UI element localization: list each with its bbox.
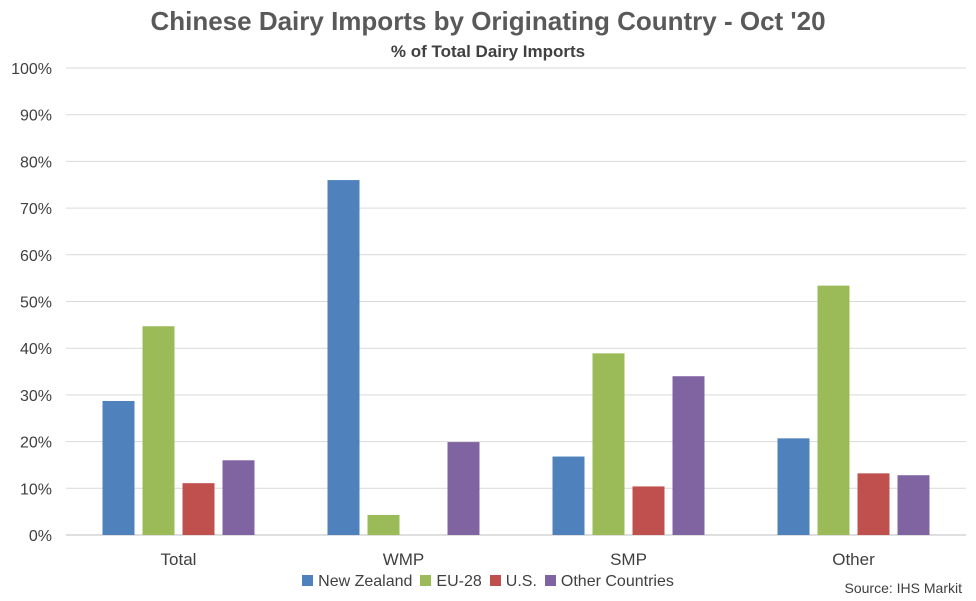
bar	[367, 514, 400, 535]
bar	[182, 483, 215, 535]
x-tick-label: Total	[161, 550, 197, 569]
x-tick-label: Other	[832, 550, 875, 569]
legend-item: Other Countries	[544, 573, 674, 591]
bar	[142, 326, 175, 535]
y-tick-label: 0%	[29, 528, 52, 545]
y-tick-label: 30%	[20, 388, 52, 405]
legend-swatch	[489, 575, 501, 586]
y-tick-label: 100%	[11, 61, 52, 78]
y-tick-label: 90%	[20, 108, 52, 125]
bars	[102, 180, 930, 535]
x-axis: Total WMP SMP Other	[161, 550, 876, 569]
bar	[777, 438, 810, 535]
legend-label: EU-28	[436, 573, 482, 590]
x-tick-label: SMP	[610, 550, 647, 569]
y-tick-label: 10%	[20, 481, 52, 498]
source-note: Source: IHS Markit	[844, 580, 962, 596]
y-tick-label: 70%	[20, 201, 52, 218]
bar	[592, 353, 625, 535]
bar	[672, 376, 705, 535]
legend-label: U.S.	[505, 573, 537, 590]
bar	[897, 475, 930, 535]
legend-label: New Zealand	[318, 573, 413, 590]
gridlines	[66, 67, 966, 536]
bar	[632, 486, 665, 535]
bar	[447, 442, 480, 535]
y-tick-label: 80%	[20, 154, 52, 171]
legend-item: EU-28	[420, 573, 482, 591]
chart-subtitle: % of Total Dairy Imports	[390, 42, 586, 61]
chart-title: Chinese Dairy Imports by Originating Cou…	[150, 6, 826, 36]
bar	[817, 285, 850, 535]
y-tick-label: 50%	[20, 295, 52, 312]
legend: New Zealand EU-28 U.S. Other Countries	[0, 573, 976, 591]
bar	[327, 180, 360, 535]
y-tick-label: 20%	[20, 435, 52, 452]
y-axis-ticks: 0% 10% 20% 30% 40% 50% 60% 70% 80% 90% 100%	[11, 61, 52, 545]
legend-swatch	[544, 575, 556, 586]
legend-item: New Zealand	[302, 573, 412, 591]
legend-swatch	[302, 575, 314, 586]
bar	[102, 400, 135, 535]
x-tick-label: WMP	[383, 550, 425, 569]
y-tick-label: 60%	[20, 248, 52, 265]
legend-item: U.S.	[489, 573, 537, 591]
y-tick-label: 40%	[20, 341, 52, 358]
bar	[857, 473, 890, 535]
bar	[552, 456, 585, 535]
legend-label: Other Countries	[560, 573, 674, 590]
legend-swatch	[420, 575, 432, 586]
bar	[222, 460, 255, 535]
